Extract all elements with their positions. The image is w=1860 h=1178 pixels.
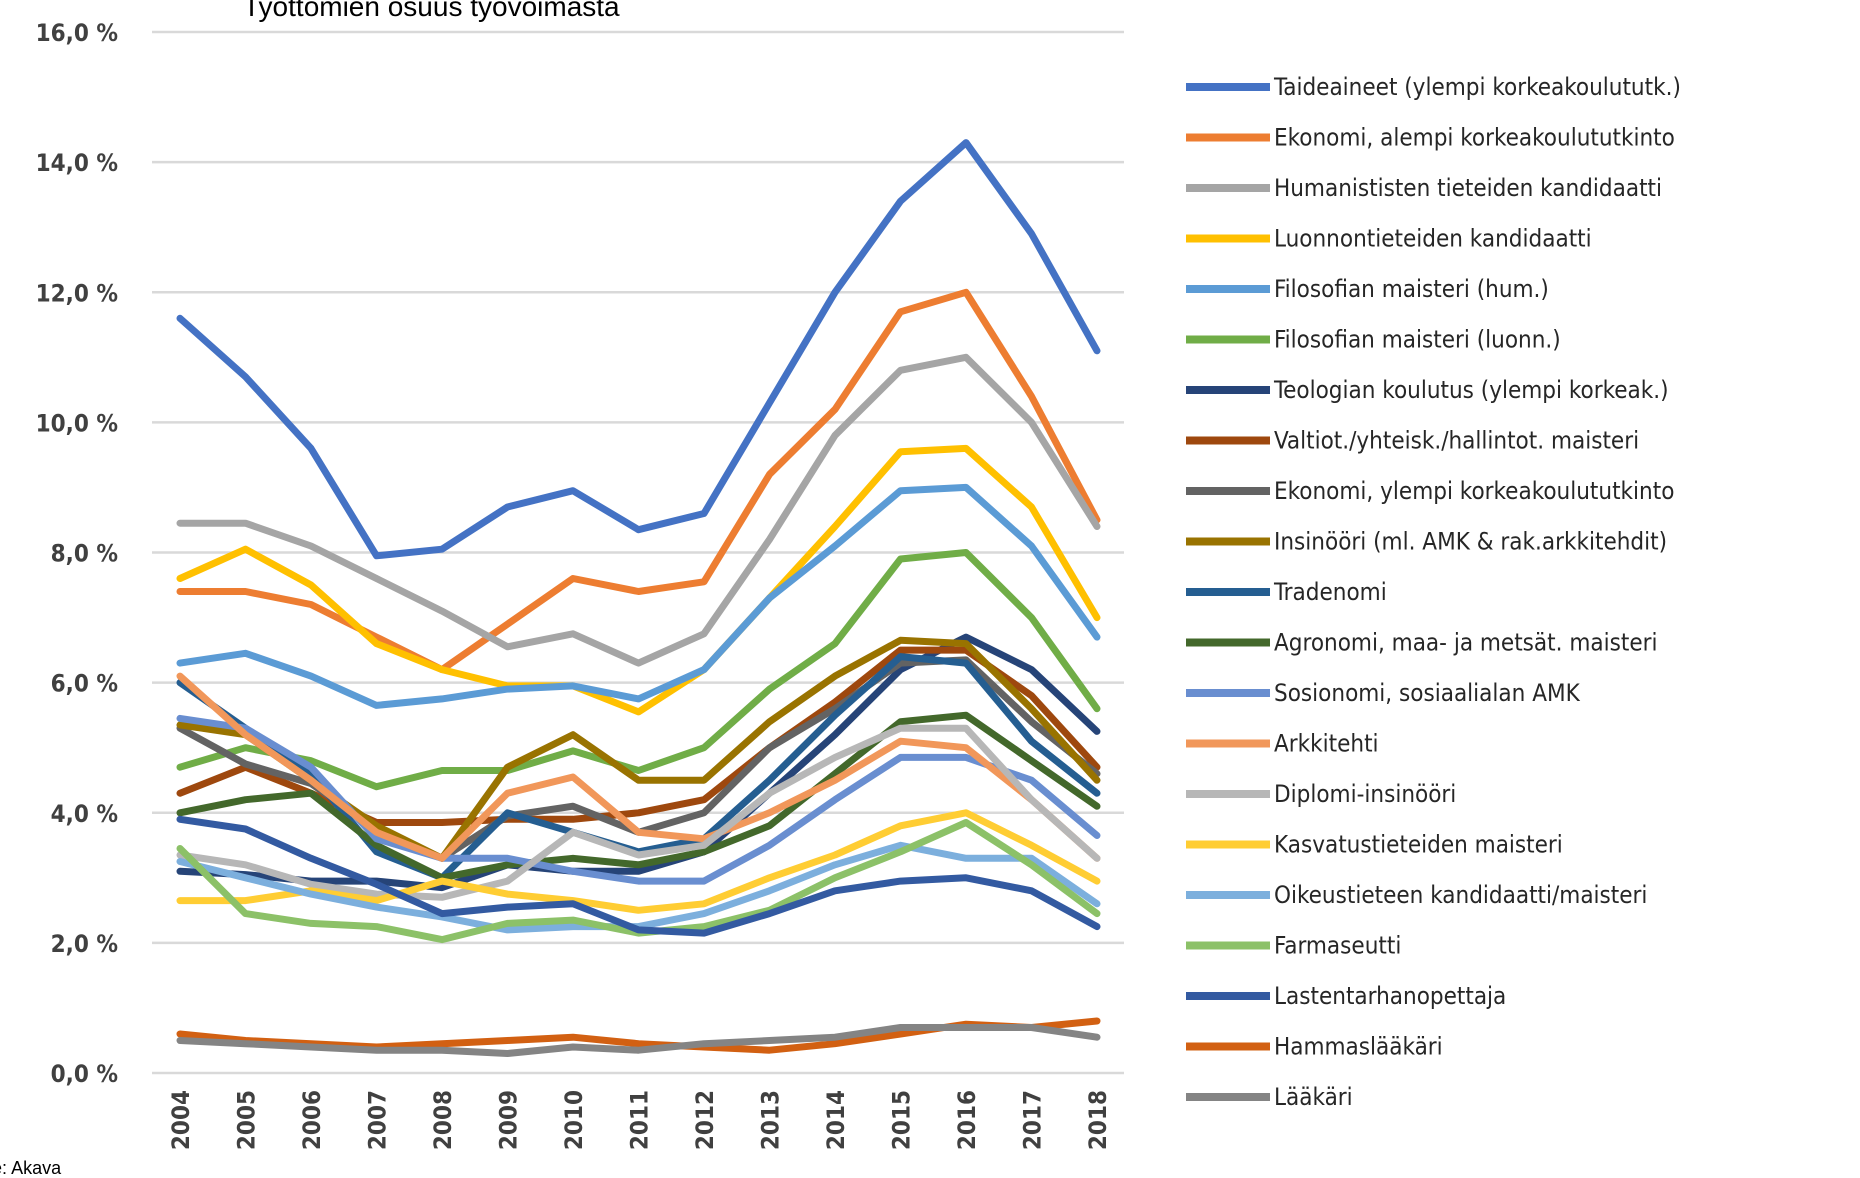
- series-line: [176, 444, 1101, 716]
- series-line: [176, 139, 1101, 560]
- series-line: [176, 288, 1101, 674]
- chart-title: Työttömien osuus työvoimasta: [243, 0, 620, 22]
- legend-label: Taideaineet (ylempi korkeakoulututk.): [1273, 73, 1681, 101]
- legend-label: Ekonomi, alempi korkeakoulututkinto: [1274, 124, 1675, 152]
- legend-label: Luonnontieteiden kandidaatti: [1274, 225, 1592, 253]
- series-line: [176, 711, 1101, 882]
- y-tick-label: 0,0 %: [51, 1060, 118, 1088]
- legend-label: Agronomi, maa- ja metsät. maisteri: [1274, 629, 1657, 657]
- series-line: [176, 483, 1101, 709]
- legend-label: Farmaseutti: [1274, 932, 1401, 960]
- legend-label: Sosionomi, sosiaalialan AMK: [1274, 679, 1581, 707]
- x-tick-label: 2008: [429, 1090, 457, 1150]
- series-line: [176, 714, 1101, 885]
- legend-label: Tradenomi: [1273, 578, 1387, 606]
- legend-label: Kasvatustieteiden maisteri: [1274, 831, 1563, 859]
- y-tick-label: 14,0 %: [36, 149, 118, 177]
- y-tick-label: 2,0 %: [51, 930, 118, 958]
- x-tick-label: 2005: [233, 1090, 261, 1150]
- series-line: [176, 549, 1101, 791]
- legend-label: Valtiot./yhteisk./hallintot. maisteri: [1274, 427, 1639, 455]
- x-tick-label: 2011: [626, 1090, 654, 1150]
- x-tick-label: 2015: [888, 1090, 916, 1150]
- y-tick-label: 6,0 %: [51, 670, 118, 698]
- series-line: [176, 809, 1101, 914]
- legend-label: Filosofian maisteri (hum.): [1274, 275, 1549, 303]
- series-line: [176, 815, 1101, 937]
- x-tick-label: 2016: [953, 1090, 981, 1150]
- x-tick-label: 2017: [1019, 1090, 1047, 1150]
- x-tick-label: 2004: [167, 1090, 195, 1150]
- legend-label: Diplomi-insinööri: [1274, 780, 1456, 808]
- x-tick-label: 2006: [298, 1090, 326, 1150]
- x-tick-label: 2014: [822, 1090, 850, 1150]
- legend-label: Hammaslääkäri: [1274, 1033, 1443, 1061]
- legend-label: Filosofian maisteri (luonn.): [1274, 326, 1561, 354]
- y-tick-label: 8,0 %: [51, 540, 118, 568]
- y-tick-label: 16,0 %: [36, 19, 118, 47]
- legend-label: Teologian koulutus (ylempi korkeak.): [1273, 376, 1669, 404]
- legend-label: Lääkäri: [1274, 1083, 1353, 1111]
- series-line: [176, 1024, 1101, 1057]
- y-tick-label: 4,0 %: [51, 800, 118, 828]
- y-tick-label: 10,0 %: [36, 409, 118, 437]
- source-note: Lähde: Akava: [0, 1158, 62, 1178]
- x-tick-label: 2009: [495, 1090, 523, 1150]
- x-tick-label: 2010: [560, 1090, 588, 1150]
- x-tick-label: 2012: [691, 1090, 719, 1150]
- x-tick-label: 2007: [364, 1090, 392, 1150]
- y-tick-label: 12,0 %: [36, 279, 118, 307]
- legend-label: Oikeustieteen kandidaatti/maisteri: [1274, 881, 1647, 909]
- legend-label: Humanististen tieteiden kandidaatti: [1274, 174, 1662, 202]
- legend-label: Insinööri (ml. AMK & rak.arkkitehdit): [1274, 528, 1667, 556]
- x-tick-label: 2018: [1084, 1090, 1112, 1150]
- series-line: [176, 672, 1101, 862]
- legend-label: Lastentarhanopettaja: [1274, 982, 1506, 1010]
- series-line: [176, 724, 1101, 901]
- series-line: [176, 353, 1101, 667]
- legend-label: Ekonomi, ylempi korkeakoulututkinto: [1274, 477, 1674, 505]
- legend-label: Arkkitehti: [1274, 730, 1379, 758]
- x-tick-label: 2013: [757, 1090, 785, 1150]
